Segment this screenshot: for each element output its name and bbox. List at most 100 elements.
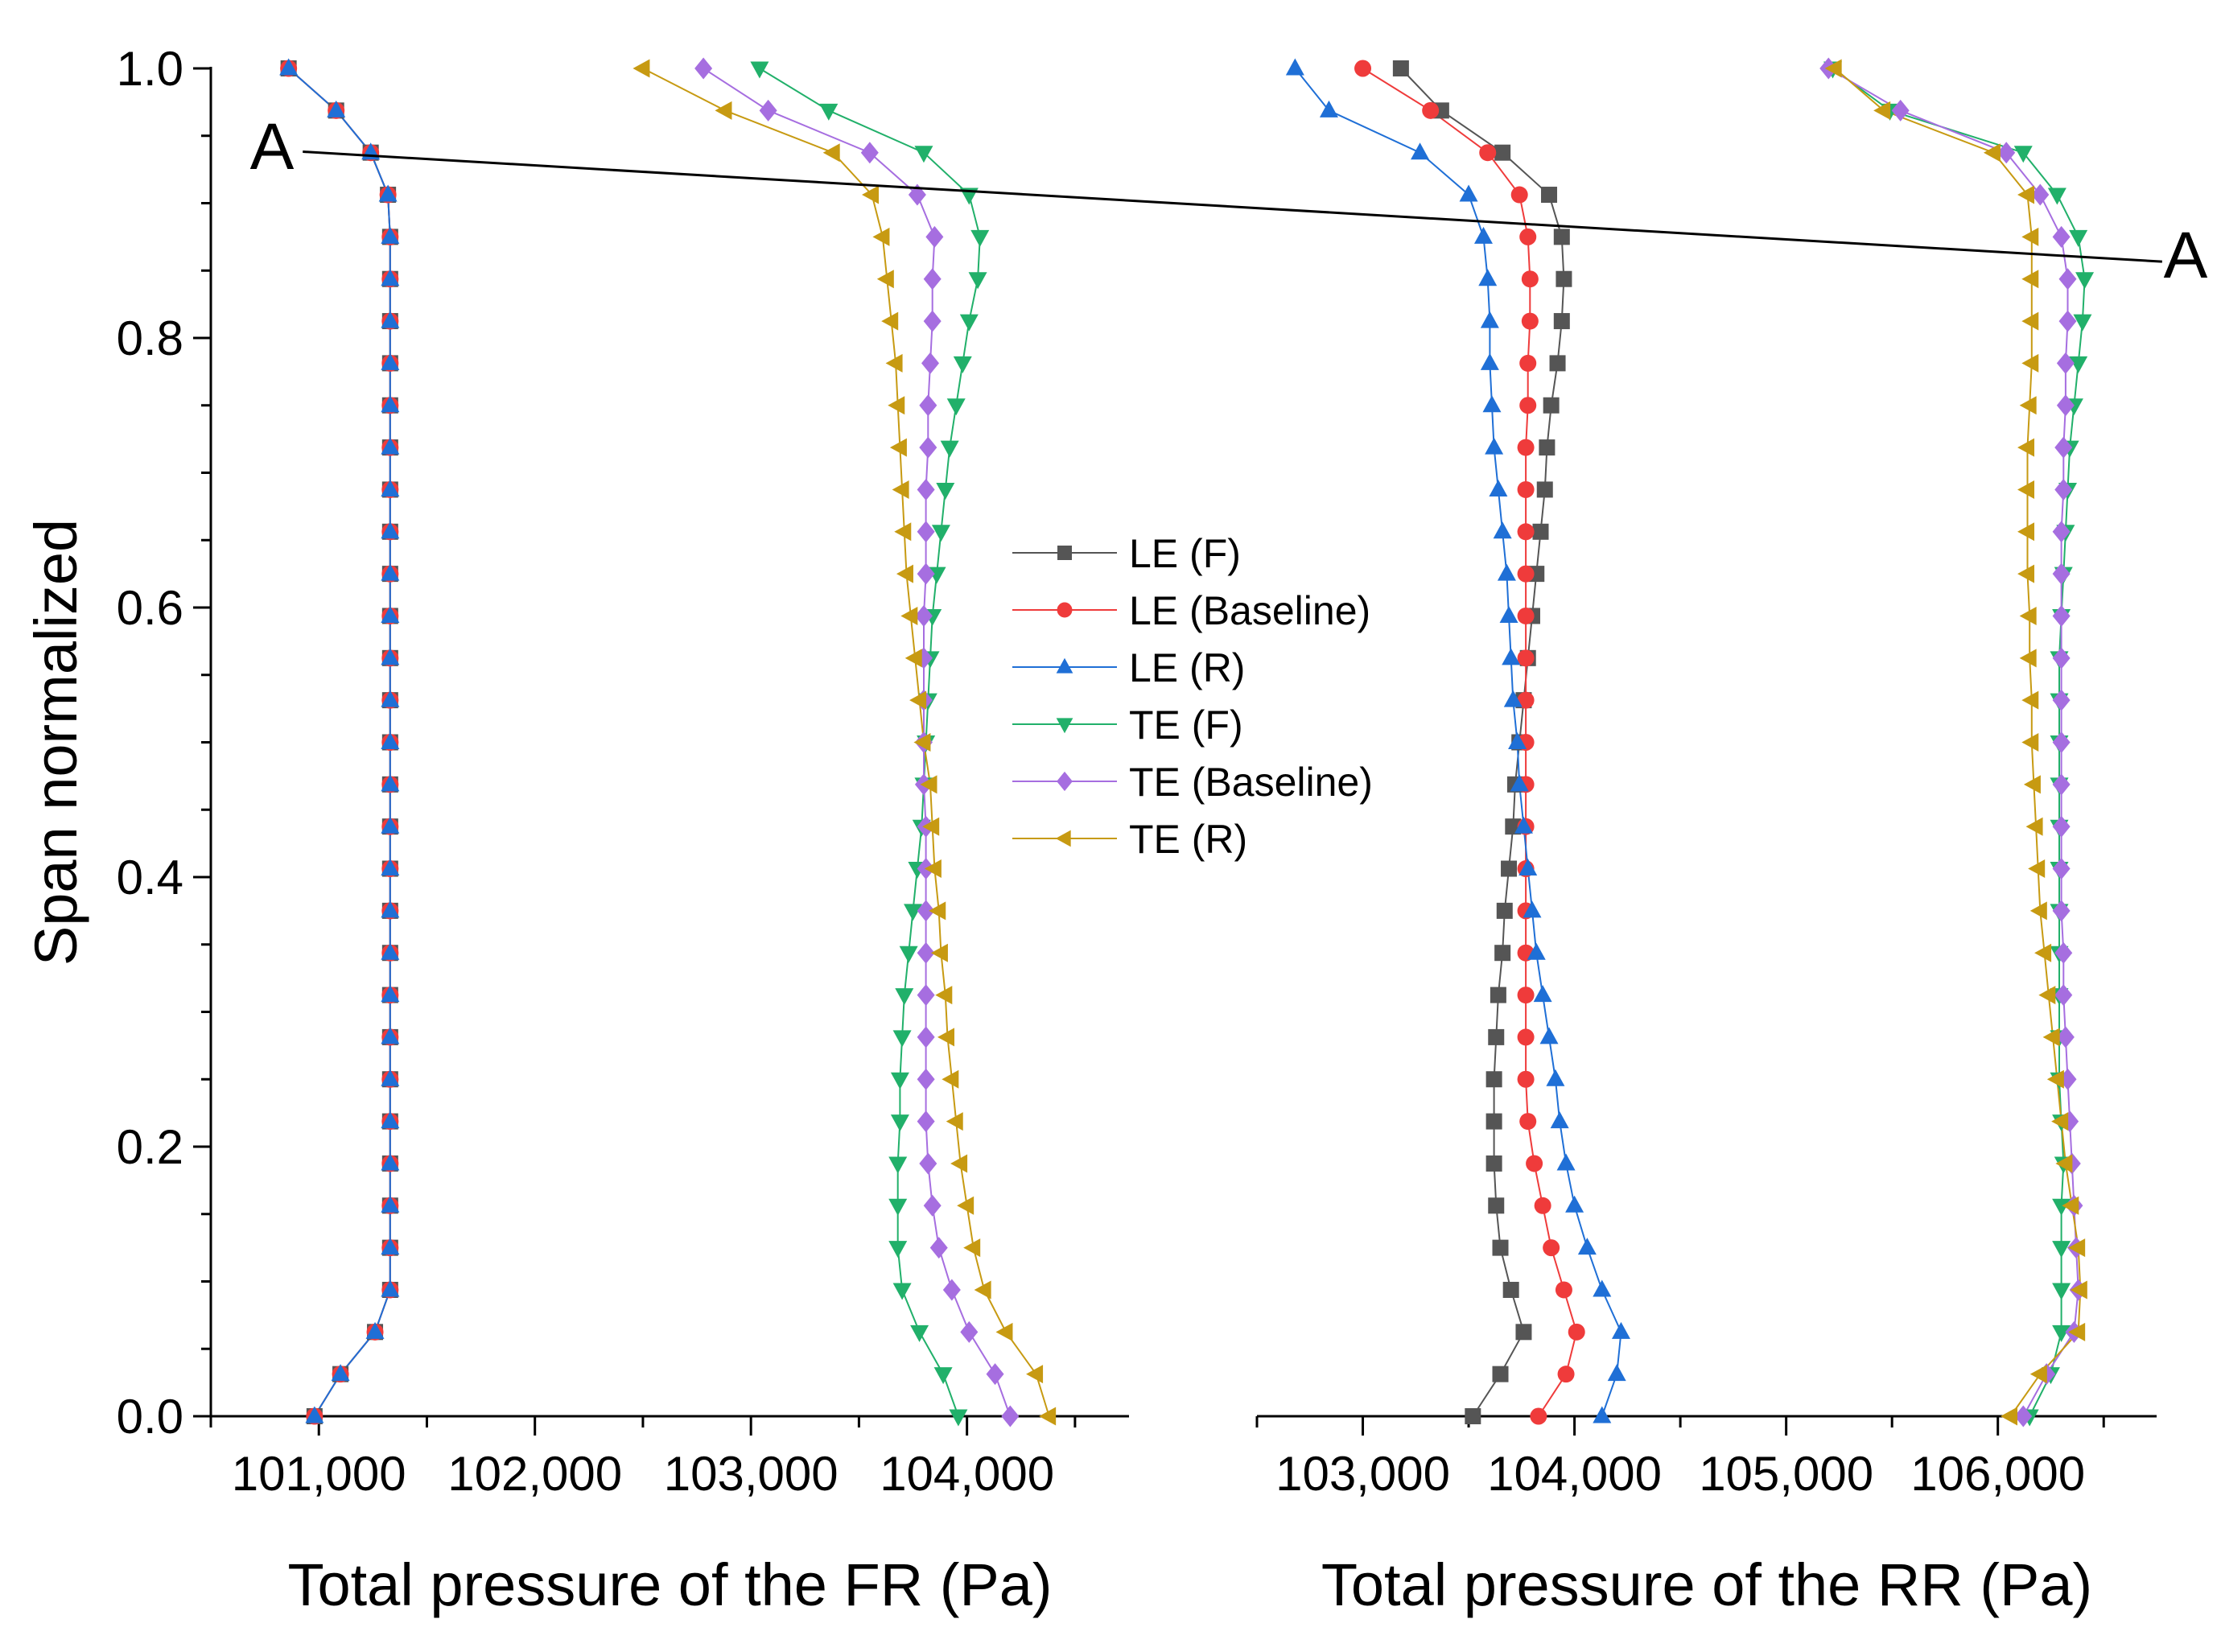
data-point [913, 733, 931, 752]
data-point [860, 142, 879, 164]
data-point [1479, 144, 1497, 162]
data-point [2058, 268, 2077, 290]
data-point [890, 1114, 909, 1132]
data-point [381, 1153, 400, 1171]
data-point [888, 1241, 908, 1259]
data-point [2052, 689, 2071, 711]
data-point [1532, 523, 1549, 540]
data-point [381, 900, 400, 918]
data-point [1517, 565, 1535, 583]
x-tick-label: 104,000 [880, 1447, 1054, 1501]
y-tick-label: 0.2 [117, 1120, 183, 1174]
data-point [1319, 100, 1338, 117]
data-point [946, 1112, 963, 1131]
data-point [904, 904, 923, 921]
data-point [1983, 143, 2001, 163]
data-point [933, 1367, 953, 1385]
data-point [2052, 1324, 2071, 1342]
data-point [2017, 185, 2035, 204]
data-point [953, 356, 972, 373]
data-point [923, 310, 942, 332]
data-point [1521, 270, 1539, 288]
legend-label: LE (R) [1129, 645, 1245, 690]
data-point [2019, 396, 2037, 415]
data-point [365, 1321, 385, 1339]
y-tick-label: 1.0 [117, 42, 183, 96]
data-point [1496, 902, 1513, 919]
data-point [1543, 1239, 1560, 1257]
data-point [2021, 733, 2039, 752]
data-point [381, 732, 400, 749]
data-point [1539, 439, 1556, 456]
data-point [2028, 859, 2046, 879]
data-point [1478, 269, 1498, 286]
data-point [1577, 1238, 1597, 1255]
data-point [381, 690, 400, 707]
data-point [2023, 775, 2041, 794]
data-point [1502, 1281, 1519, 1298]
data-point [909, 690, 927, 710]
series-line [1827, 68, 2079, 1417]
data-point [2034, 943, 2052, 962]
data-point [896, 564, 913, 583]
y-axis-title: Span normalized [23, 519, 89, 966]
data-point [970, 229, 990, 247]
data-point [1488, 1028, 1505, 1045]
data-point [923, 268, 942, 290]
data-point [881, 311, 899, 331]
data-point [381, 1111, 400, 1129]
data-point [917, 478, 935, 501]
data-point [876, 270, 894, 289]
data-point [1514, 816, 1533, 834]
data-point [974, 1280, 991, 1300]
data-point [1517, 1028, 1535, 1046]
data-point [381, 226, 400, 244]
legend-label: TE (R) [1129, 817, 1247, 862]
x-tick-label: 101,000 [232, 1447, 406, 1501]
data-point [872, 227, 890, 246]
y-tick-label: 0.0 [117, 1390, 183, 1444]
data-point [885, 353, 903, 373]
data-point [1501, 860, 1518, 877]
x-tick-label: 103,000 [1275, 1447, 1450, 1501]
data-point [1026, 1365, 1044, 1384]
data-point [1485, 1113, 1502, 1130]
data-point [919, 436, 937, 459]
data-point [2000, 1407, 2017, 1426]
x-axis-title-rr: Total pressure of the RR (Pa) [1321, 1551, 2092, 1618]
legend-label: TE (Baseline) [1129, 760, 1373, 805]
data-point [1480, 352, 1499, 370]
data-point [2021, 311, 2039, 331]
data-point [949, 1409, 968, 1427]
data-point [1517, 1070, 1535, 1088]
data-point [935, 986, 953, 1005]
data-point [1543, 397, 1560, 414]
data-point [381, 774, 400, 792]
data-point [888, 1198, 908, 1216]
data-point [381, 985, 400, 1003]
data-point [929, 1237, 948, 1259]
data-point [895, 988, 914, 1006]
data-point [917, 521, 935, 543]
series-line [1832, 68, 2086, 1417]
data-point [1465, 1408, 1481, 1424]
x-tick-label: 103,000 [664, 1447, 839, 1501]
data-point [1593, 1279, 1612, 1297]
x-axis-title-fr: Total pressure of the FR (Pa) [287, 1551, 1052, 1618]
data-point [957, 1196, 975, 1215]
data-point [1607, 1364, 1626, 1382]
data-point [1499, 605, 1518, 623]
data-point [910, 1324, 929, 1342]
data-point [331, 1364, 350, 1382]
data-point [937, 1028, 954, 1047]
data-point [2029, 901, 2047, 921]
data-point [1541, 187, 1558, 204]
series-line [642, 68, 1050, 1417]
data-point [2017, 438, 2035, 457]
data-point [968, 272, 987, 290]
data-point [822, 143, 840, 163]
data-point [2021, 227, 2039, 246]
data-point [1550, 1111, 1569, 1129]
data-point [694, 57, 713, 80]
